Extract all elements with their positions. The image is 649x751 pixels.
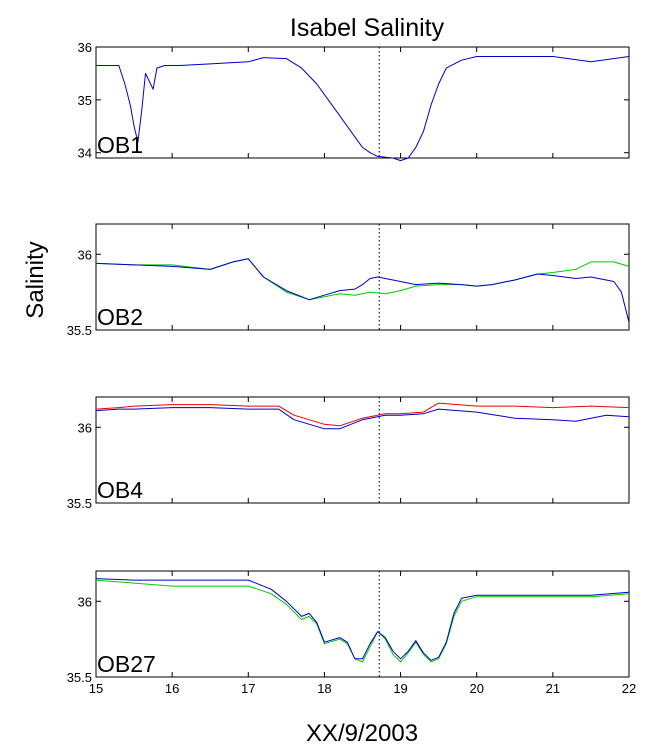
series-line-1 <box>95 258 630 301</box>
series-line-1 <box>96 56 630 162</box>
y-tick-label: 35.5 <box>67 670 92 685</box>
chart-panels: 34 35 36 OB1 35.5 36 OB2 35.5 36 OB4 35.5 36 OB27 15 1… <box>67 40 637 696</box>
panel-label: OB2 <box>97 304 143 330</box>
y-tick-label: 36 <box>78 247 92 262</box>
x-tick-label: 16 <box>165 681 179 696</box>
panel-label: OB1 <box>97 132 143 158</box>
y-tick-label: 35 <box>78 93 92 108</box>
series-line-2 <box>95 258 630 323</box>
x-tick-label: 20 <box>469 681 483 696</box>
panel-ob27: 35.5 36 OB27 <box>67 570 630 685</box>
x-tick-label: 17 <box>241 681 255 696</box>
x-tick-label: 21 <box>546 681 560 696</box>
x-tick-label: 22 <box>622 681 636 696</box>
panel-frame <box>95 223 630 331</box>
series-line-2 <box>95 578 630 661</box>
panel-ob2: 35.5 36 OB2 <box>67 223 630 338</box>
y-tick-label: 36 <box>78 420 92 435</box>
series-line-1 <box>95 579 630 663</box>
y-tick-label: 35.5 <box>67 496 92 511</box>
panel-frame <box>95 46 630 159</box>
panel-ob1: 34 35 36 OB1 <box>78 40 630 162</box>
y-tick-label: 36 <box>78 40 92 55</box>
y-tick-label: 36 <box>78 594 92 609</box>
y-axis-label: Salinity <box>22 241 49 318</box>
y-tick-label: 35.5 <box>67 323 92 338</box>
x-tick-label: 18 <box>317 681 331 696</box>
panel-label: OB4 <box>97 477 143 503</box>
x-tick-label: 15 <box>89 681 103 696</box>
panel-frame <box>95 570 630 678</box>
x-tick-label: 19 <box>393 681 407 696</box>
panel-label: OB27 <box>97 651 156 677</box>
series-line-2 <box>95 407 630 430</box>
chart-title: Isabel Salinity <box>290 14 445 42</box>
panel-frame <box>95 396 630 504</box>
series-line-1 <box>95 402 630 427</box>
panel-ob4: 35.5 36 OB4 <box>67 396 630 511</box>
y-tick-label: 34 <box>78 146 92 161</box>
x-axis-label: XX/9/2003 <box>306 720 418 747</box>
